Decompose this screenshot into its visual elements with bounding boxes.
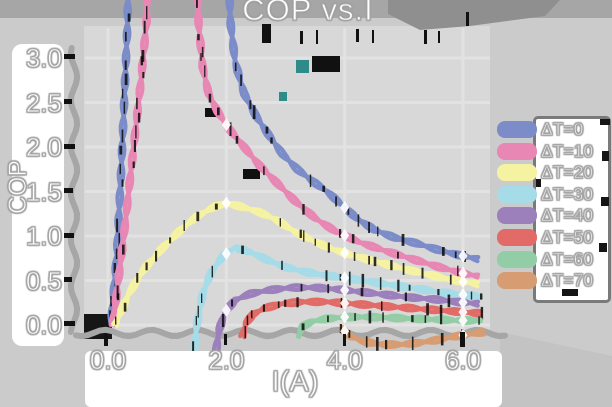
legend-entry: ΔT=70 bbox=[497, 270, 608, 292]
legend: ΔT=0 ΔT=10 ΔT=20 ΔT=30 ΔT=40 ΔT=50 ΔT=60 ΔT=70 bbox=[497, 116, 611, 303]
legend-label: ΔT=20 bbox=[541, 162, 594, 183]
y-tick-label: 0.0 bbox=[25, 310, 62, 340]
legend-label: ΔT=40 bbox=[541, 205, 594, 226]
legend-border-mark bbox=[602, 151, 609, 161]
legend-entry: ΔT=40 bbox=[497, 205, 608, 227]
y-tick-label: 2.0 bbox=[25, 132, 62, 162]
chart-title: COP vs.I bbox=[242, 0, 374, 27]
x-tick-label: 6.0 bbox=[444, 345, 482, 375]
y-tick-strip bbox=[12, 44, 64, 346]
legend-entry: ΔT=20 bbox=[497, 162, 608, 184]
x-tick-label: 4.0 bbox=[326, 345, 363, 375]
y-axis-label: COP bbox=[4, 159, 33, 215]
legend-swatch bbox=[497, 250, 537, 268]
legend-entry: ΔT=60 bbox=[497, 248, 608, 271]
legend-swatch bbox=[497, 185, 537, 203]
y-tick-label: 1.0 bbox=[25, 221, 62, 251]
legend-border-mark bbox=[601, 197, 609, 206]
legend-swatch bbox=[497, 164, 537, 182]
legend-label: ΔT=10 bbox=[541, 140, 594, 161]
legend-entry: ΔT=50 bbox=[497, 226, 608, 249]
legend-entry: ΔT=30 bbox=[497, 183, 608, 206]
legend-label: ΔT=60 bbox=[541, 248, 594, 269]
legend-label: ΔT=30 bbox=[541, 183, 594, 204]
x-tick-label: 0.0 bbox=[89, 345, 127, 375]
y-tick-label: 3.0 bbox=[25, 43, 62, 73]
legend-swatch bbox=[497, 228, 537, 246]
y-tick-label: 2.5 bbox=[25, 87, 62, 118]
legend-label: ΔT=50 bbox=[541, 226, 594, 248]
legend-label: ΔT=0 bbox=[541, 119, 584, 140]
legend-entry: ΔT=0 bbox=[497, 119, 608, 141]
legend-border-mark bbox=[599, 243, 607, 252]
legend-label: ΔT=70 bbox=[541, 270, 594, 291]
x-tick-strip bbox=[85, 351, 502, 407]
legend-border-mark bbox=[600, 119, 610, 125]
y-tick-label: 0.5 bbox=[25, 265, 62, 296]
legend-swatch bbox=[497, 272, 537, 290]
x-tick-label: 2.0 bbox=[208, 345, 245, 375]
legend-swatch bbox=[497, 142, 537, 160]
legend-border-mark bbox=[536, 179, 541, 187]
legend-swatch bbox=[497, 121, 537, 138]
x-axis-label: I(A) bbox=[271, 366, 319, 399]
legend-swatch bbox=[497, 207, 537, 225]
legend-entry: ΔT=10 bbox=[497, 140, 608, 163]
y-tick-label: 1.5 bbox=[25, 176, 62, 207]
legend-border-mark bbox=[562, 289, 578, 296]
